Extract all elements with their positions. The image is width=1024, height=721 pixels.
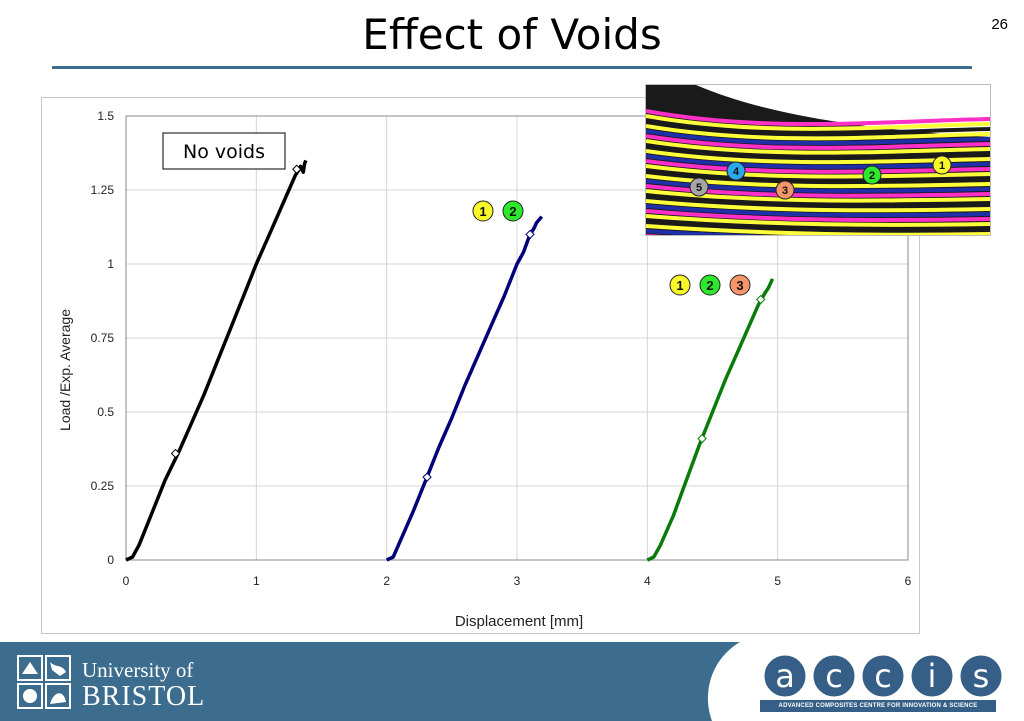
ply-stripe [646, 194, 990, 208]
ply-stripe [646, 144, 990, 160]
slide-title: Effect of Voids [362, 10, 662, 59]
series-line-2 [385, 215, 544, 562]
accis-letter-circle [908, 652, 956, 700]
ply-stripe [646, 124, 990, 141]
y-tick-label: 0.25 [91, 479, 115, 493]
ply-stripe [646, 109, 990, 127]
inset-badge-label-1: 1 [939, 160, 945, 172]
x-tick-label: 1 [253, 574, 260, 588]
ply-stripe [646, 169, 990, 184]
x-tick-label: 2 [383, 574, 390, 588]
load-displacement-chart: 0 1 2 3 4 5 6 0 0.25 0.5 0.75 1 1.25 1.5 No voids 1 2 1 2… [57, 109, 912, 630]
ply-stripe [646, 199, 990, 213]
ply-stripe [646, 224, 990, 235]
ply-stripe [646, 204, 990, 218]
laminate-micrograph-inset: 1 2 3 4 5 [645, 84, 991, 236]
university-name-line2: BRISTOL [82, 681, 206, 712]
accis-letter: i [928, 657, 937, 695]
ply-stripe [646, 229, 769, 235]
accis-letter: c [874, 657, 892, 695]
series2-badge-circle-2 [502, 200, 524, 222]
ply-stripe [646, 134, 990, 150]
y-tick-label: 0.75 [91, 331, 115, 345]
ply-stripe [646, 139, 990, 155]
series2-badge-circle-1 [472, 200, 494, 222]
inset-badge-label-4: 4 [733, 166, 740, 178]
inset-badge-circle-5 [689, 177, 709, 197]
x-tick-label: 6 [905, 574, 912, 588]
y-tick-label: 0.5 [97, 405, 114, 419]
series3-badge-circle-2 [699, 274, 721, 296]
accis-letter-circle [761, 652, 809, 700]
ply-stripe [646, 219, 990, 232]
series-marker [756, 294, 766, 305]
inset-badge-circle-2 [862, 165, 882, 185]
university-logo: University of BRISTOL [16, 654, 236, 712]
series2-badge-label-1: 1 [479, 204, 486, 219]
series-group [125, 159, 775, 562]
y-tick-label: 1.5 [97, 109, 114, 123]
ply-stripe [646, 114, 990, 131]
axes: 0 1 2 3 4 5 6 0 0.25 0.5 0.75 1 1.25 1.5 [91, 109, 912, 588]
series-line-1 [125, 159, 308, 562]
title-divider [52, 66, 972, 69]
series3-badge-circle-1 [669, 274, 691, 296]
y-tick-label: 1.25 [91, 183, 115, 197]
page-number: 26 [991, 16, 1008, 33]
x-tick-label: 3 [514, 574, 521, 588]
accis-tagline: ADVANCED COMPOSITES CENTRE FOR INNOVATIO… [760, 700, 996, 712]
inset-badge-label-3: 3 [782, 185, 788, 197]
x-tick-label: 4 [644, 574, 651, 588]
series3-badge-label-2: 2 [706, 278, 713, 293]
series3-badge-circle-3 [729, 274, 751, 296]
ply-stripe [646, 119, 990, 136]
ply-stripe [646, 129, 990, 146]
x-tick-label: 0 [123, 574, 130, 588]
ply-stripe [646, 209, 990, 223]
inset-badge-circle-4 [726, 161, 746, 181]
series3-badge-label-1: 1 [676, 278, 683, 293]
inset-badge-circle-3 [775, 180, 795, 200]
void-markers: 1 2 3 4 5 [689, 155, 952, 200]
no-voids-label: No voids [183, 141, 265, 163]
university-crest-icon [17, 655, 71, 709]
accis-letter-circle [810, 652, 858, 700]
accis-letter-circle [957, 652, 1005, 700]
y-tick-label: 1 [107, 257, 114, 271]
accis-letter: a [775, 657, 795, 695]
inset-badge-label-5: 5 [696, 182, 702, 194]
plot-frame [125, 115, 909, 561]
laminate-layers-image: 1 2 3 4 5 [646, 85, 990, 235]
series-marker [422, 472, 432, 482]
ply-stripe [646, 189, 990, 203]
y-axis-label: Load /Exp. Average [57, 309, 73, 431]
ply-stripe [646, 164, 990, 179]
accis-letter: c [825, 657, 843, 695]
series-line-3 [646, 278, 775, 562]
ply-stripes [646, 109, 990, 235]
series-marker [170, 448, 181, 459]
series2-badge-label-2: 2 [509, 204, 516, 219]
accis-letter-circle [859, 652, 907, 700]
annotations: No voids 1 2 1 2 3 [162, 132, 751, 296]
series-marker [697, 433, 707, 444]
university-name-line1: University of [82, 658, 194, 682]
x-tick-label: 5 [774, 574, 781, 588]
x-axis-label: Displacement [mm] [455, 613, 583, 630]
inset-badge-label-2: 2 [869, 170, 875, 182]
ply-stripe [646, 214, 990, 227]
series-marker [292, 164, 302, 174]
y-tick-label: 0 [107, 553, 114, 567]
inset-badge-circle-1 [932, 155, 952, 175]
series3-badge-label-3: 3 [736, 278, 743, 293]
series-marker [525, 229, 535, 240]
no-voids-box [162, 132, 286, 170]
accis-letter: s [973, 657, 990, 695]
